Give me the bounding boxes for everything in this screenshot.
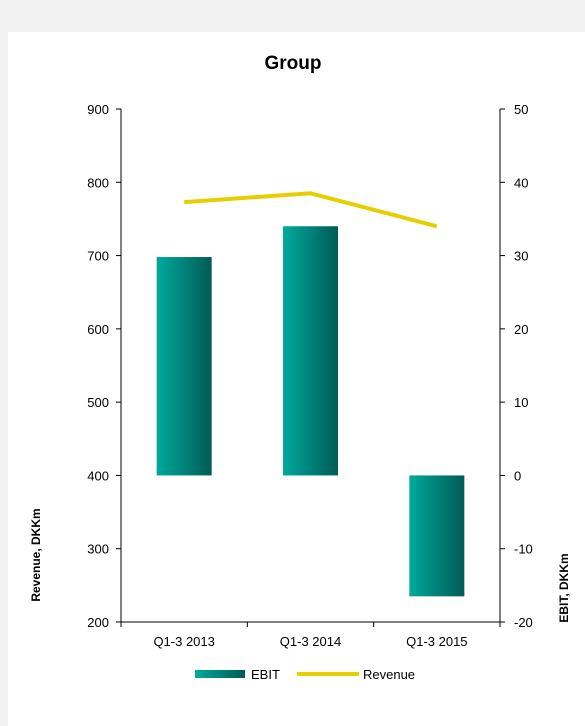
right-tick-label: 40 [514, 175, 528, 190]
left-tick-label: 700 [87, 249, 109, 264]
ebit-bar [409, 475, 465, 597]
left-tick-label: 200 [87, 615, 109, 630]
x-tick-label: Q1-3 2015 [406, 634, 467, 649]
left-tick-label: 900 [87, 102, 109, 117]
right-tick-label: 10 [514, 395, 528, 410]
right-tick-label: -10 [514, 542, 533, 557]
x-tick-label: Q1-3 2014 [280, 634, 341, 649]
left-tick-label: 300 [87, 542, 109, 557]
x-tick-label: Q1-3 2013 [153, 634, 214, 649]
legend-ebit-label: EBIT [251, 667, 280, 682]
left-axis-label: Revenue, DKKm [29, 508, 43, 601]
x-ticks: Q1-3 2013 Q1-3 2014 Q1-3 2015 [120, 622, 501, 649]
left-tick-label: 400 [87, 468, 109, 483]
ebit-bar [156, 257, 212, 476]
right-ticks: -20 -10 0 10 20 30 40 50 [500, 102, 533, 630]
right-tick-label: -20 [514, 615, 533, 630]
bars-layer [156, 226, 465, 597]
revenue-line [184, 191, 438, 229]
right-tick-label: 0 [514, 468, 521, 483]
legend: EBIT Revenue [195, 667, 415, 682]
ebit-bar [283, 226, 338, 476]
right-tick-label: 50 [514, 102, 528, 117]
chart-title: Group [265, 53, 322, 74]
legend-revenue-label: Revenue [363, 667, 415, 682]
line-layer [184, 191, 438, 229]
legend-ebit-swatch [195, 670, 245, 678]
right-tick-label: 30 [514, 249, 528, 264]
left-tick-label: 600 [87, 322, 109, 337]
right-axis-label: EBIT, DKKm [557, 553, 571, 622]
left-ticks: 200 300 400 500 600 700 800 900 [87, 102, 121, 630]
left-tick-label: 500 [87, 395, 109, 410]
left-tick-label: 800 [87, 175, 109, 190]
right-tick-label: 20 [514, 322, 528, 337]
